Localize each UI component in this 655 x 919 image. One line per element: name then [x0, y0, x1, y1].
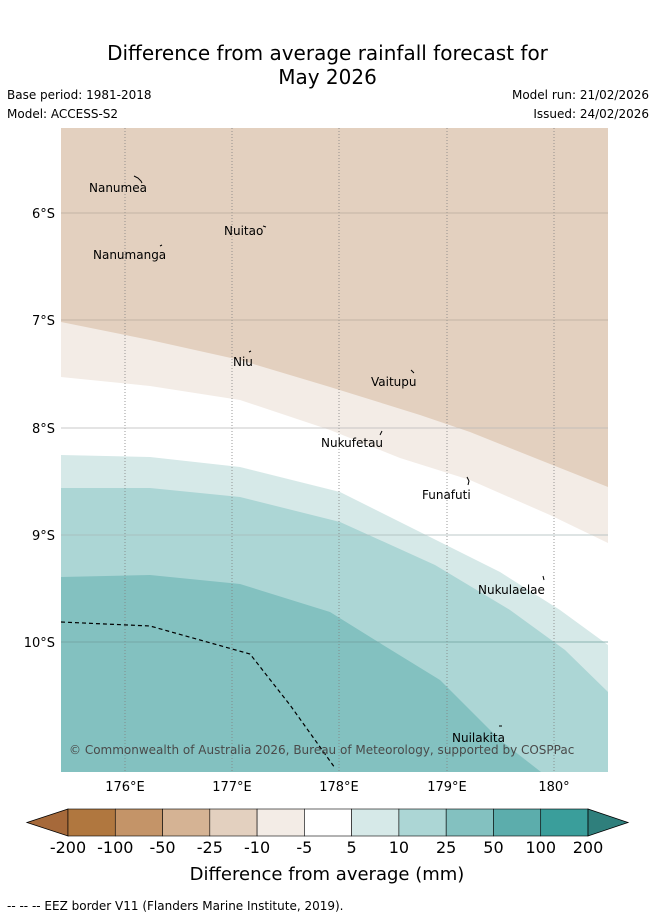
lat-label: 7°S: [32, 314, 55, 329]
colorbar-tick-label: 200: [573, 838, 604, 857]
colorbar-bin: [114, 808, 163, 837]
colorbar-bin: [256, 808, 305, 837]
place-label-nukufetau: Nukufetau: [321, 436, 383, 450]
colorbar-title: Difference from average (mm): [190, 864, 465, 885]
island-shapes: [133, 175, 545, 727]
copyright-notice: © Commonwealth of Australia 2026, Bureau…: [69, 743, 574, 757]
colorbar-tick-label: 10: [389, 838, 409, 857]
colorbar-tick-label: -200: [50, 838, 86, 857]
place-label-vaitupu: Vaitupu: [371, 375, 417, 389]
colorbar-bin: [67, 808, 116, 837]
colorbar-tick-label: 100: [525, 838, 556, 857]
eez-border: [60, 621, 336, 769]
lon-label: 180°: [538, 780, 569, 795]
gridlines: [61, 128, 608, 772]
map-title-line1: Difference from average rainfall forecas…: [107, 41, 548, 65]
colorbar-tick-label: -25: [197, 838, 223, 857]
colorbar-extend-low: [25, 808, 69, 837]
lat-label: 8°S: [32, 422, 55, 437]
colorbar-tick-label: 50: [483, 838, 503, 857]
place-label-niu: Niu: [233, 355, 253, 369]
place-label-nanumanga: Nanumanga: [93, 248, 166, 262]
model-name: Model: ACCESS-S2: [7, 107, 119, 121]
colorbar: -200 -100 -50 -25 -10 -5 5 10 25 50 100 200: [25, 808, 630, 857]
lat-label: 10°S: [24, 636, 55, 651]
lat-label: 6°S: [32, 207, 55, 222]
colorbar-tick-label: -50: [149, 838, 175, 857]
colorbar-tick-label: 25: [436, 838, 456, 857]
colorbar-extend-high: [587, 808, 630, 837]
issued-date: Issued: 24/02/2026: [533, 107, 649, 121]
place-label-nanumea: Nanumea: [89, 181, 147, 195]
colorbar-tick-label: -5: [296, 838, 312, 857]
place-label-nuitao: Nuitao: [224, 224, 263, 238]
lon-label: 178°E: [319, 780, 359, 795]
colorbar-bin: [351, 808, 400, 837]
colorbar-tick-label: 5: [347, 838, 357, 857]
colorbar-bin: [398, 808, 447, 837]
colorbar-bin: [540, 808, 589, 837]
lon-label: 179°E: [427, 780, 467, 795]
map-title-line2: May 2026: [278, 65, 377, 89]
model-run: Model run: 21/02/2026: [511, 88, 649, 102]
colorbar-bin: [209, 808, 258, 837]
colorbar-bin: [162, 808, 211, 837]
rainfall-map: Nanumea Nuitao Nanumanga Niu Vaitupu Nuk…: [24, 128, 630, 885]
lat-label: 9°S: [32, 529, 55, 544]
colorbar-tick-label: -100: [97, 838, 133, 857]
place-label-funafuti: Funafuti: [422, 488, 471, 502]
colorbar-bin: [445, 808, 494, 837]
band-neg25-neg10: [61, 128, 608, 487]
colorbar-bin: [493, 808, 542, 837]
base-period: Base period: 1981-2018: [7, 88, 152, 102]
map-area: [61, 128, 608, 772]
place-label-nuilakita: Nuilakita: [452, 731, 505, 745]
place-label-nukulaelae: Nukulaelae: [478, 583, 545, 597]
lon-label: 176°E: [105, 780, 145, 795]
colorbar-bin: [304, 808, 352, 837]
colorbar-tick-label: -10: [244, 838, 270, 857]
eez-border-legend: -- -- -- EEZ border V11 (Flanders Marine…: [7, 899, 344, 913]
lon-label: 177°E: [212, 780, 252, 795]
